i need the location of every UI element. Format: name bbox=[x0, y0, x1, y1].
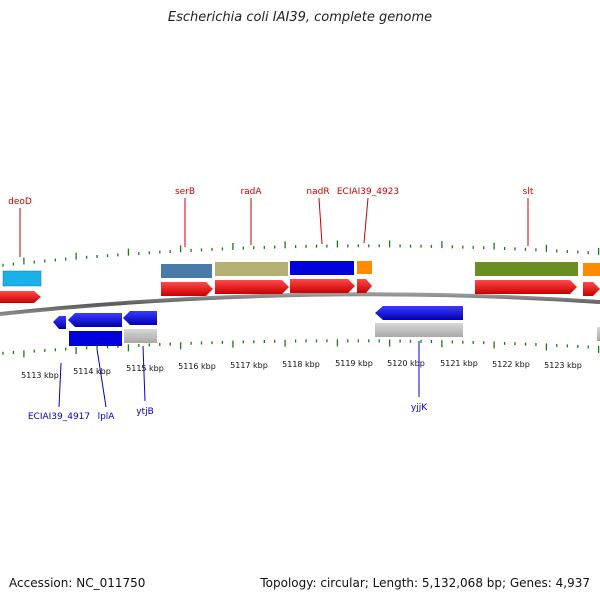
kbp-axis-labels: 5113 kbp 5114 kbp 5115 kbp 5116 kbp 5117… bbox=[21, 359, 582, 380]
gene-label-eciai39-4917[interactable]: ECIAI39_4917 bbox=[28, 412, 90, 422]
feature-row-bottom bbox=[53, 306, 600, 346]
feature-khaki[interactable] bbox=[215, 262, 288, 276]
feature-olive[interactable] bbox=[475, 262, 578, 276]
leader-line bbox=[58, 362, 62, 408]
leader-line bbox=[96, 348, 107, 408]
feature-orange[interactable] bbox=[357, 261, 372, 274]
gene-label-lpla[interactable]: lplA bbox=[98, 412, 116, 422]
tick-label: 5117 kbp bbox=[230, 361, 268, 370]
leader-line bbox=[363, 197, 369, 244]
feature-blue[interactable] bbox=[290, 261, 354, 275]
leader-line bbox=[318, 197, 323, 245]
tick-label: 5113 kbp bbox=[21, 371, 59, 380]
feature-orange-2[interactable] bbox=[583, 263, 600, 276]
cds-arrow-forward[interactable] bbox=[290, 279, 355, 293]
cds-arrow-forward[interactable] bbox=[475, 280, 577, 294]
gene-label-nadr[interactable]: nadR bbox=[306, 187, 329, 197]
gene-label-rada[interactable]: radA bbox=[240, 187, 262, 197]
accession-text: Accession: NC_011750 bbox=[9, 576, 146, 590]
tick-label: 5121 kbp bbox=[440, 359, 478, 368]
tick-label: 5123 kbp bbox=[544, 361, 582, 370]
tick-label: 5115 kbp bbox=[126, 364, 164, 373]
gene-label-deod[interactable]: deoD bbox=[8, 197, 32, 207]
cds-arrow-forward[interactable] bbox=[583, 282, 600, 296]
gene-labels-bottom: ECIAI39_4917 lplA ytjB yjjK bbox=[28, 341, 428, 422]
genome-backbone bbox=[0, 292, 600, 316]
gene-label-ytjb[interactable]: ytjB bbox=[136, 407, 154, 417]
tick-label: 5120 kbp bbox=[387, 359, 425, 368]
feature-steelblue[interactable] bbox=[161, 264, 212, 278]
leader-line bbox=[142, 345, 146, 402]
tick-label: 5118 kbp bbox=[282, 360, 320, 369]
feature-gray-lower[interactable] bbox=[375, 323, 463, 337]
feature-cyan[interactable] bbox=[2, 270, 42, 287]
cds-arrow-reverse[interactable] bbox=[123, 311, 157, 325]
cds-arrow-reverse[interactable] bbox=[68, 313, 122, 327]
tick-marks-bottom bbox=[2, 339, 600, 358]
cds-arrow-forward[interactable] bbox=[215, 280, 289, 294]
tick-label: 5114 kbp bbox=[73, 367, 111, 376]
tick-label: 5116 kbp bbox=[178, 362, 216, 371]
cds-arrow-reverse[interactable] bbox=[375, 306, 463, 320]
cds-arrow-forward[interactable] bbox=[357, 279, 372, 293]
gene-label-yjjk[interactable]: yjjK bbox=[411, 403, 428, 413]
gene-label-slt[interactable]: slt bbox=[523, 187, 534, 197]
gene-label-eciai39-4923[interactable]: ECIAI39_4923 bbox=[337, 187, 399, 197]
feature-row-top bbox=[0, 261, 600, 303]
feature-gray-lower[interactable] bbox=[124, 329, 157, 343]
feature-blue-lower[interactable] bbox=[69, 331, 122, 346]
genome-summary-text: Topology: circular; Length: 5,132,068 bp… bbox=[260, 576, 590, 590]
feature-gray-edge[interactable] bbox=[597, 327, 600, 341]
tick-label: 5122 kbp bbox=[492, 360, 530, 369]
cds-arrow-reverse[interactable] bbox=[53, 316, 66, 329]
tick-label: 5119 kbp bbox=[335, 359, 373, 368]
gene-label-serb[interactable]: serB bbox=[175, 187, 195, 197]
cds-arrow-forward[interactable] bbox=[161, 282, 213, 296]
genome-title: Escherichia coli IAI39, complete genome bbox=[167, 10, 433, 25]
tick-marks-top bbox=[2, 240, 600, 267]
cds-arrow-forward[interactable] bbox=[0, 291, 41, 303]
gene-labels-top: deoD serB radA nadR ECIAI39_4923 slt bbox=[8, 187, 534, 257]
